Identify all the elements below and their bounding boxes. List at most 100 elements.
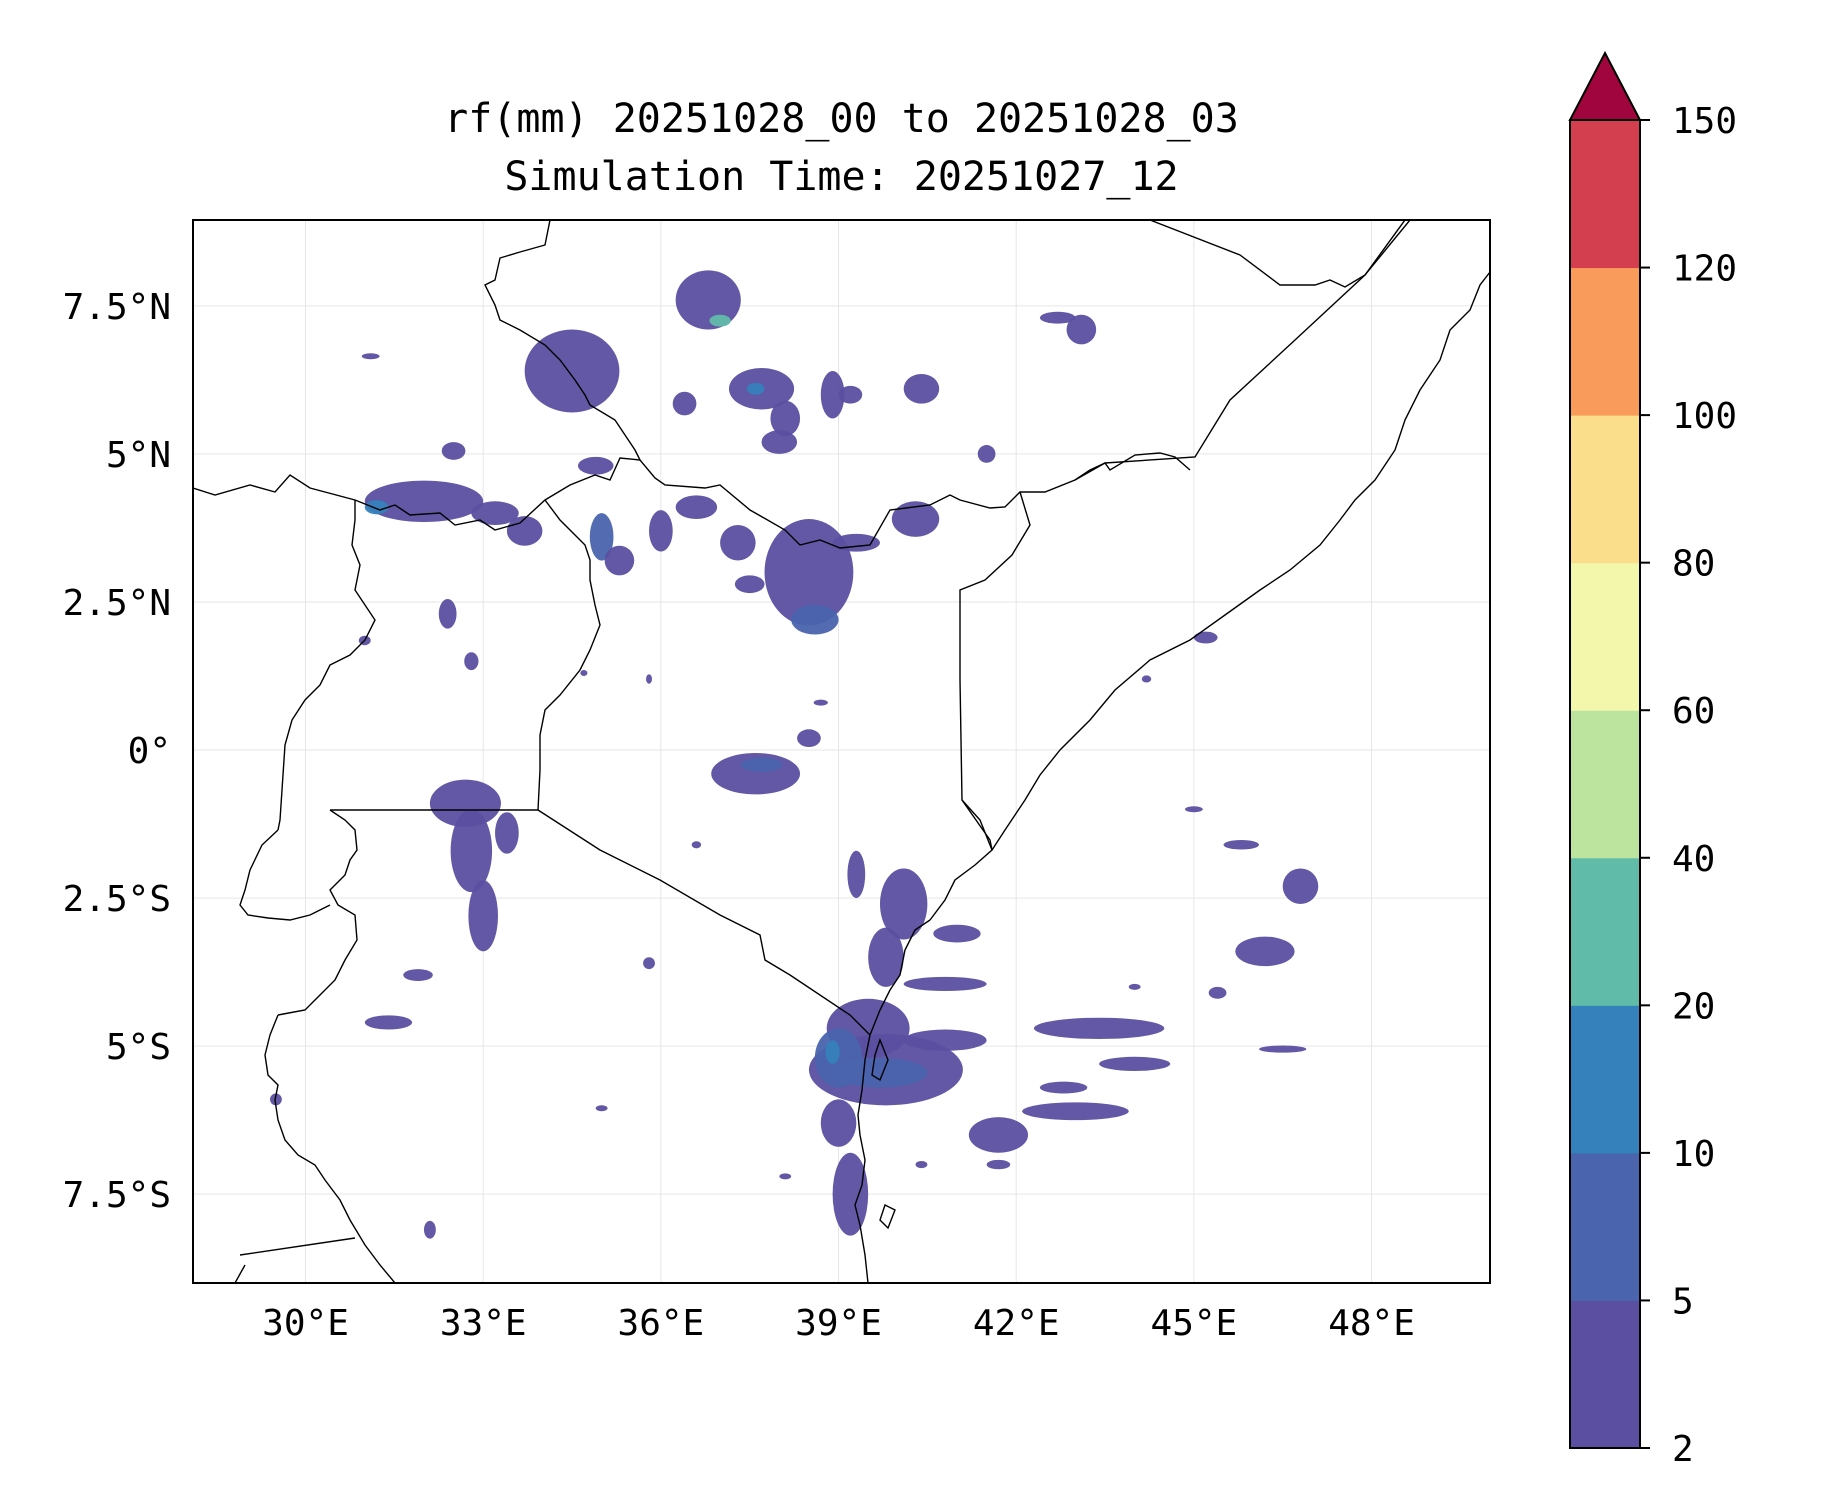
border-zambia-south — [234, 1264, 246, 1283]
border-zambia-tanzania — [239, 1237, 356, 1256]
rain-cell — [675, 495, 718, 520]
rain-cell — [813, 699, 828, 706]
border-rwanda-burundi-drc — [277, 809, 358, 1016]
rain-cell — [361, 353, 380, 360]
colorbar-tick-label: 100 — [1672, 396, 1737, 437]
rain-cell — [438, 599, 457, 629]
lat-tick-label: 5°N — [106, 435, 171, 476]
lon-tick-label: 42°E — [973, 1303, 1060, 1344]
rain-cell — [746, 382, 765, 395]
rain-cell — [1193, 631, 1218, 644]
rain-cell — [403, 969, 433, 981]
rain-cell — [820, 1099, 857, 1147]
coast-kenya-tanzania — [854, 919, 931, 1283]
rain-cell — [269, 1093, 282, 1106]
lon-tick-label: 30°E — [262, 1303, 349, 1344]
rain-cell — [977, 445, 996, 463]
rain-cell — [903, 1029, 987, 1051]
border-ethiopia-somalia — [959, 491, 1031, 851]
lat-tick-label: 5°S — [106, 1027, 171, 1068]
island-zanzibar — [871, 1037, 889, 1082]
rain-cell — [740, 757, 783, 772]
border-drc-tanzania — [264, 1014, 396, 1283]
rain-cell — [506, 516, 543, 546]
border-ethiopia-somalia-north — [1149, 220, 1411, 288]
rain-cell — [450, 809, 493, 893]
rain-cell — [832, 533, 880, 552]
rain-cell — [879, 868, 928, 940]
rain-cell — [1022, 1102, 1129, 1121]
colorbar-tick-label: 2 — [1672, 1429, 1694, 1470]
rain-cell — [495, 812, 519, 854]
colorbar-tick-label: 60 — [1672, 691, 1715, 732]
colorbar-tick-label: 10 — [1672, 1134, 1715, 1175]
border-kenya-somalia — [961, 799, 993, 851]
colorbar-tick-label: 150 — [1672, 101, 1737, 142]
rain-cell — [891, 501, 940, 537]
border-south-sudan-uganda — [277, 500, 376, 831]
rain-cell — [1235, 936, 1295, 967]
rain-cell — [364, 480, 484, 523]
rain-cell — [734, 575, 765, 594]
rain-cell — [595, 1105, 608, 1112]
rain-cell — [825, 1040, 840, 1064]
rain-cell — [770, 400, 801, 437]
rain-cell — [672, 391, 697, 416]
rain-cell — [709, 314, 731, 327]
rain-cell — [1282, 868, 1319, 904]
rain-cell — [1259, 1045, 1307, 1053]
coast-somalia — [929, 271, 1490, 921]
rain-cell — [364, 1015, 413, 1030]
rain-cell — [577, 456, 614, 475]
lat-tick-label: 7.5°S — [63, 1175, 171, 1216]
colorbar-tick-label: 80 — [1672, 544, 1715, 585]
colorbar-extend-arrow — [1568, 50, 1642, 121]
border-uganda-kenya — [537, 499, 601, 811]
rain-cell — [468, 880, 499, 952]
rain-cell — [604, 545, 635, 576]
rain-cell — [847, 850, 866, 899]
rain-cell — [1184, 806, 1203, 813]
rain-cell — [643, 957, 655, 970]
colorbar-frame — [1569, 119, 1641, 1449]
rain-cell — [675, 270, 741, 330]
rain-cell — [1033, 1017, 1165, 1040]
border-djibouti-somaliland — [1074, 220, 1406, 481]
colorbar-band — [1570, 1152, 1640, 1301]
lat-tick-label: 0° — [128, 731, 171, 772]
rain-cell — [1223, 840, 1260, 850]
lat-tick-label: 7.5°N — [63, 287, 171, 328]
rain-cell — [1208, 986, 1227, 999]
colorbar-band — [1570, 267, 1640, 416]
colorbar-tick-label: 40 — [1672, 839, 1715, 880]
rain-cell — [1066, 314, 1097, 345]
rain-cell — [791, 604, 839, 635]
colorbar: 2 5 10 20 40 60 80 100 120 150 — [1568, 50, 1737, 1470]
lon-tick-label: 33°E — [440, 1303, 527, 1344]
colorbar-tick-label: 20 — [1672, 986, 1715, 1027]
rain-cell — [933, 924, 981, 943]
map-title-line2: Simulation Time: 20251027_12 — [504, 154, 1179, 200]
colorbar-tick-label: 5 — [1672, 1281, 1694, 1322]
colorbar-band — [1570, 415, 1640, 564]
rain-cell — [1128, 983, 1141, 990]
rain-cell — [364, 500, 389, 515]
colorbar-tick-label: 120 — [1672, 249, 1737, 290]
rain-cell — [820, 371, 845, 419]
rainfall-field — [269, 270, 1319, 1239]
colorbar-band — [1570, 1005, 1640, 1154]
rain-cell — [464, 652, 479, 671]
rain-cell — [691, 841, 702, 849]
colorbar-band — [1570, 710, 1640, 859]
rain-cell — [903, 976, 987, 992]
rain-cell — [915, 1161, 928, 1169]
border-south-sudan-ethiopia — [193, 452, 1191, 549]
rain-cell — [779, 1173, 792, 1180]
rain-cell — [903, 373, 940, 404]
map-frame — [192, 219, 1491, 1284]
colorbar-band — [1570, 1300, 1640, 1449]
border-kenya-tanzania — [537, 809, 871, 1036]
rain-cell — [764, 519, 854, 626]
colorbar-band — [1570, 562, 1640, 711]
